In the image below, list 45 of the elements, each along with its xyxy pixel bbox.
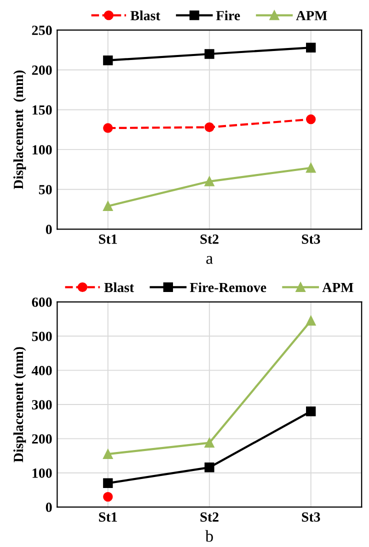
y-axis-title: Displacement (mm) (13, 347, 26, 462)
x-tick-label: St3 (302, 234, 320, 244)
legend-label: Fire-Remove (190, 282, 266, 292)
legend-label: Blast (104, 282, 134, 292)
x-tick-label: St2 (200, 234, 218, 244)
point (103, 55, 113, 66)
legend-label: Fire (216, 10, 240, 20)
point (103, 492, 113, 502)
y-tick-label: 250 (32, 26, 52, 36)
point (306, 114, 316, 124)
y-tick-label: 600 (32, 298, 52, 307)
point (306, 42, 316, 52)
x-tick-label: St2 (200, 512, 218, 522)
point (204, 49, 214, 59)
legend-label: APM (322, 282, 354, 292)
point (204, 122, 214, 132)
x-tick-label: St1 (99, 512, 117, 522)
y-tick-label: 150 (32, 105, 52, 115)
y-tick-label: 100 (32, 468, 52, 478)
x-axis-title: a (206, 256, 213, 264)
x-tick-label: St1 (99, 234, 117, 244)
y-tick-label: 400 (32, 366, 52, 376)
point (103, 123, 113, 133)
x-tick-label: St3 (302, 512, 320, 522)
y-tick-label: 0 (46, 502, 52, 512)
point (103, 201, 113, 211)
legend-label: Blast (130, 10, 160, 20)
y-tick-label: 500 (32, 332, 52, 342)
y-tick-label: 0 (46, 224, 52, 234)
point (306, 316, 316, 326)
point (204, 438, 214, 448)
point (103, 478, 113, 488)
point (103, 449, 113, 459)
point (204, 462, 214, 472)
y-tick-label: 50 (39, 184, 52, 194)
legend-label: APM (296, 11, 328, 20)
y-tick-label: 100 (32, 145, 52, 155)
y-tick-label: 300 (32, 400, 52, 410)
y-axis-title: Displacement (mm) (13, 70, 26, 190)
point (306, 163, 316, 173)
point (204, 176, 214, 186)
y-tick-label: 200 (32, 434, 52, 444)
y-tick-label: 200 (32, 65, 52, 75)
point (306, 406, 316, 416)
x-axis-title: b (205, 530, 213, 542)
